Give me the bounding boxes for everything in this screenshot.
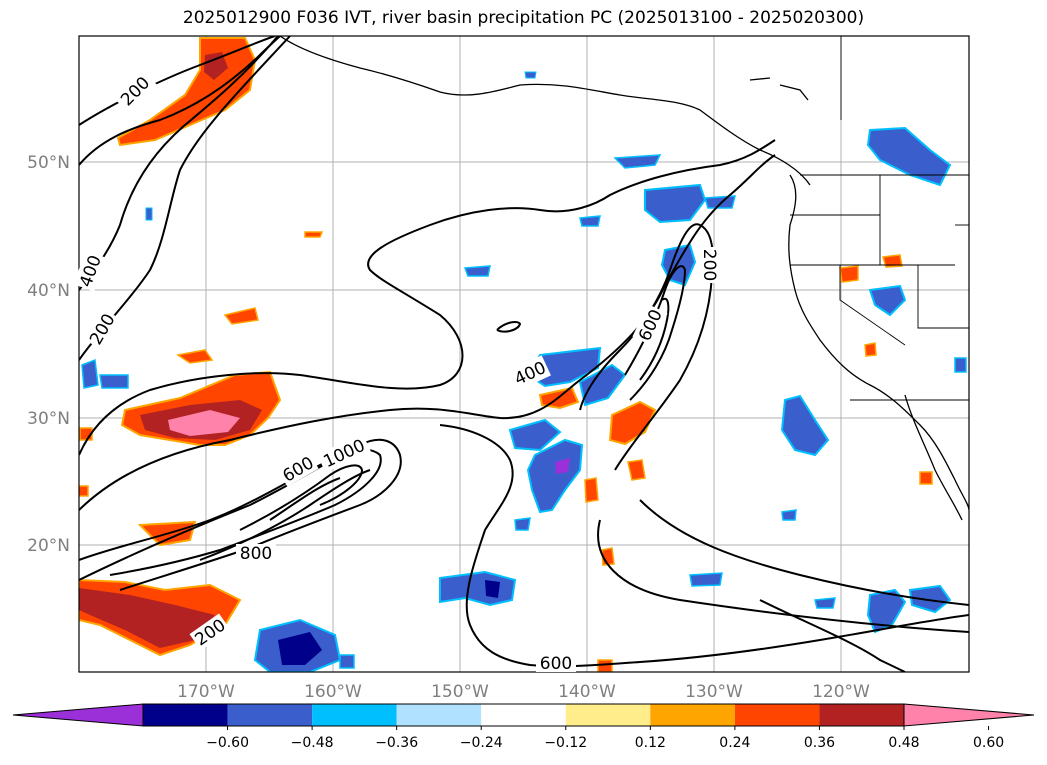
colorbar-tick-label: 0.60	[973, 735, 1004, 751]
lon-label: 130°W	[685, 682, 743, 702]
graticule	[79, 36, 969, 672]
lat-label: 30°N	[27, 409, 70, 429]
negative-precip-areas	[81, 71, 967, 672]
colorbar-tick-label: 0.24	[719, 735, 750, 751]
colorbar-extend-high	[903, 703, 1035, 727]
colorbar-outline	[142, 703, 905, 727]
colorbar-segment	[143, 704, 228, 726]
lat-label: 40°N	[27, 281, 70, 301]
colorbar-tick-labels: −0.60 −0.48 −0.36 −0.24 −0.12 0.12 0.24 0.36 0.4…	[206, 726, 1004, 751]
map-plot-area	[79, 36, 969, 672]
colorbar-tick-label: 0.36	[804, 735, 835, 751]
ivt-contours	[79, 36, 969, 672]
colorbar-segment	[819, 704, 904, 726]
contour-label-800: 800	[240, 544, 272, 564]
colorbar-tick-label: −0.36	[375, 735, 418, 751]
latitude-labels: 50°N 40°N 30°N 20°N	[27, 153, 70, 556]
colorbar-tick-label: −0.12	[544, 735, 587, 751]
colorbar-segment	[650, 704, 735, 726]
lat-label: 20°N	[27, 536, 70, 556]
colorbar-tick-label: −0.48	[291, 735, 334, 751]
colorbar-tick-label: 0.48	[888, 735, 919, 751]
colorbar-tick-label: 0.12	[635, 735, 666, 751]
lat-label: 50°N	[27, 153, 70, 173]
contour-label-600: 600	[540, 654, 572, 674]
colorbar-extend-low	[12, 703, 144, 727]
colorbar-segment	[565, 704, 651, 726]
colorbar	[12, 703, 1035, 727]
longitude-labels: 170°W 160°W 150°W 140°W 130°W 120°W	[177, 682, 870, 702]
lon-label: 160°W	[304, 682, 362, 702]
map-title: 2025012900 F036 IVT, river basin precipi…	[182, 8, 865, 28]
lon-label: 120°W	[812, 682, 870, 702]
lon-label: 140°W	[558, 682, 616, 702]
contour-label-200: 200	[699, 249, 719, 281]
colorbar-tick-label: −0.24	[460, 735, 503, 751]
lon-label: 150°W	[431, 682, 489, 702]
political-borders	[790, 36, 969, 401]
colorbar-segment	[312, 704, 397, 726]
colorbar-tick-label: −0.60	[206, 735, 249, 751]
map-frame	[78, 35, 970, 673]
colorbar-segment	[481, 704, 566, 726]
colorbar-segment	[396, 704, 482, 726]
lon-label: 170°W	[177, 682, 235, 702]
coastlines	[279, 36, 969, 521]
colorbar-segment	[734, 704, 820, 726]
colorbar-segment	[227, 704, 313, 726]
